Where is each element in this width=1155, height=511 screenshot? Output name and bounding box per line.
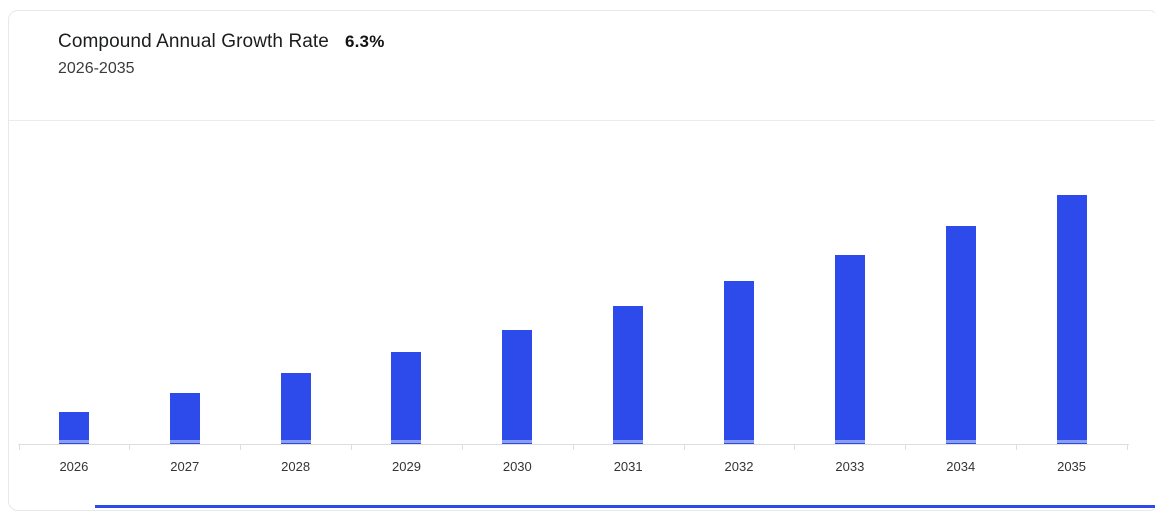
bar-2031[interactable]	[613, 306, 644, 444]
x-axis-label-2031: 2031	[613, 459, 643, 474]
x-axis-label-2029: 2029	[392, 459, 421, 474]
bar-chart: 2026 2027 2028 2029 2030 2031 2032 2033 2034 2035	[0, 121, 1155, 511]
chart-header: Compound Annual Growth Rate 6.3% 2026-20…	[58, 30, 385, 78]
x-axis-tick	[18, 444, 20, 450]
cagr-value: 6.3%	[344, 32, 385, 51]
x-axis-tick	[794, 444, 796, 450]
bar-base-stripe	[834, 440, 865, 443]
bar-base-stripe	[391, 440, 422, 443]
bar-2032[interactable]	[724, 281, 755, 444]
bar-2034[interactable]	[945, 226, 976, 444]
x-axis-label-2028: 2028	[281, 459, 311, 474]
bar-base-stripe	[58, 440, 89, 443]
x-axis-label-2033: 2033	[835, 459, 865, 474]
x-axis-tick	[1127, 444, 1128, 450]
bar-base-stripe	[945, 440, 976, 443]
x-axis-tick	[351, 444, 353, 450]
bottom-accent-line	[95, 505, 1155, 508]
bar-2033[interactable]	[834, 255, 865, 444]
x-axis-label-2030: 2030	[502, 459, 532, 474]
x-axis-tick	[905, 444, 907, 450]
bar-2028[interactable]	[280, 373, 311, 444]
x-axis-label-2026: 2026	[59, 459, 89, 474]
x-axis-tick	[683, 444, 685, 450]
x-axis-label-2032: 2032	[724, 459, 754, 474]
page-title: Compound Annual Growth Rate	[58, 31, 329, 52]
bar-2026[interactable]	[58, 412, 89, 444]
bar-base-stripe	[613, 440, 644, 443]
x-axis-tick	[240, 444, 242, 450]
bar-2035[interactable]	[1056, 195, 1087, 444]
x-axis-label-2035: 2035	[1057, 459, 1087, 474]
bar-2030[interactable]	[502, 330, 533, 444]
x-axis-label-2034: 2034	[946, 459, 976, 474]
header-divider	[9, 120, 1155, 121]
x-axis-tick	[129, 444, 131, 450]
bar-2029[interactable]	[391, 352, 422, 444]
x-axis-tick	[461, 444, 463, 450]
date-range-subtitle: 2026-2035	[58, 60, 135, 77]
bar-base-stripe	[169, 440, 200, 443]
x-axis-label-2027: 2027	[170, 459, 200, 474]
x-axis-tick	[1016, 444, 1018, 450]
bar-base-stripe	[724, 440, 755, 443]
bar-base-stripe	[1056, 440, 1087, 443]
x-axis-tick	[572, 444, 574, 450]
bar-base-stripe	[280, 440, 311, 443]
bar-2027[interactable]	[169, 393, 200, 444]
bar-base-stripe	[502, 440, 533, 443]
